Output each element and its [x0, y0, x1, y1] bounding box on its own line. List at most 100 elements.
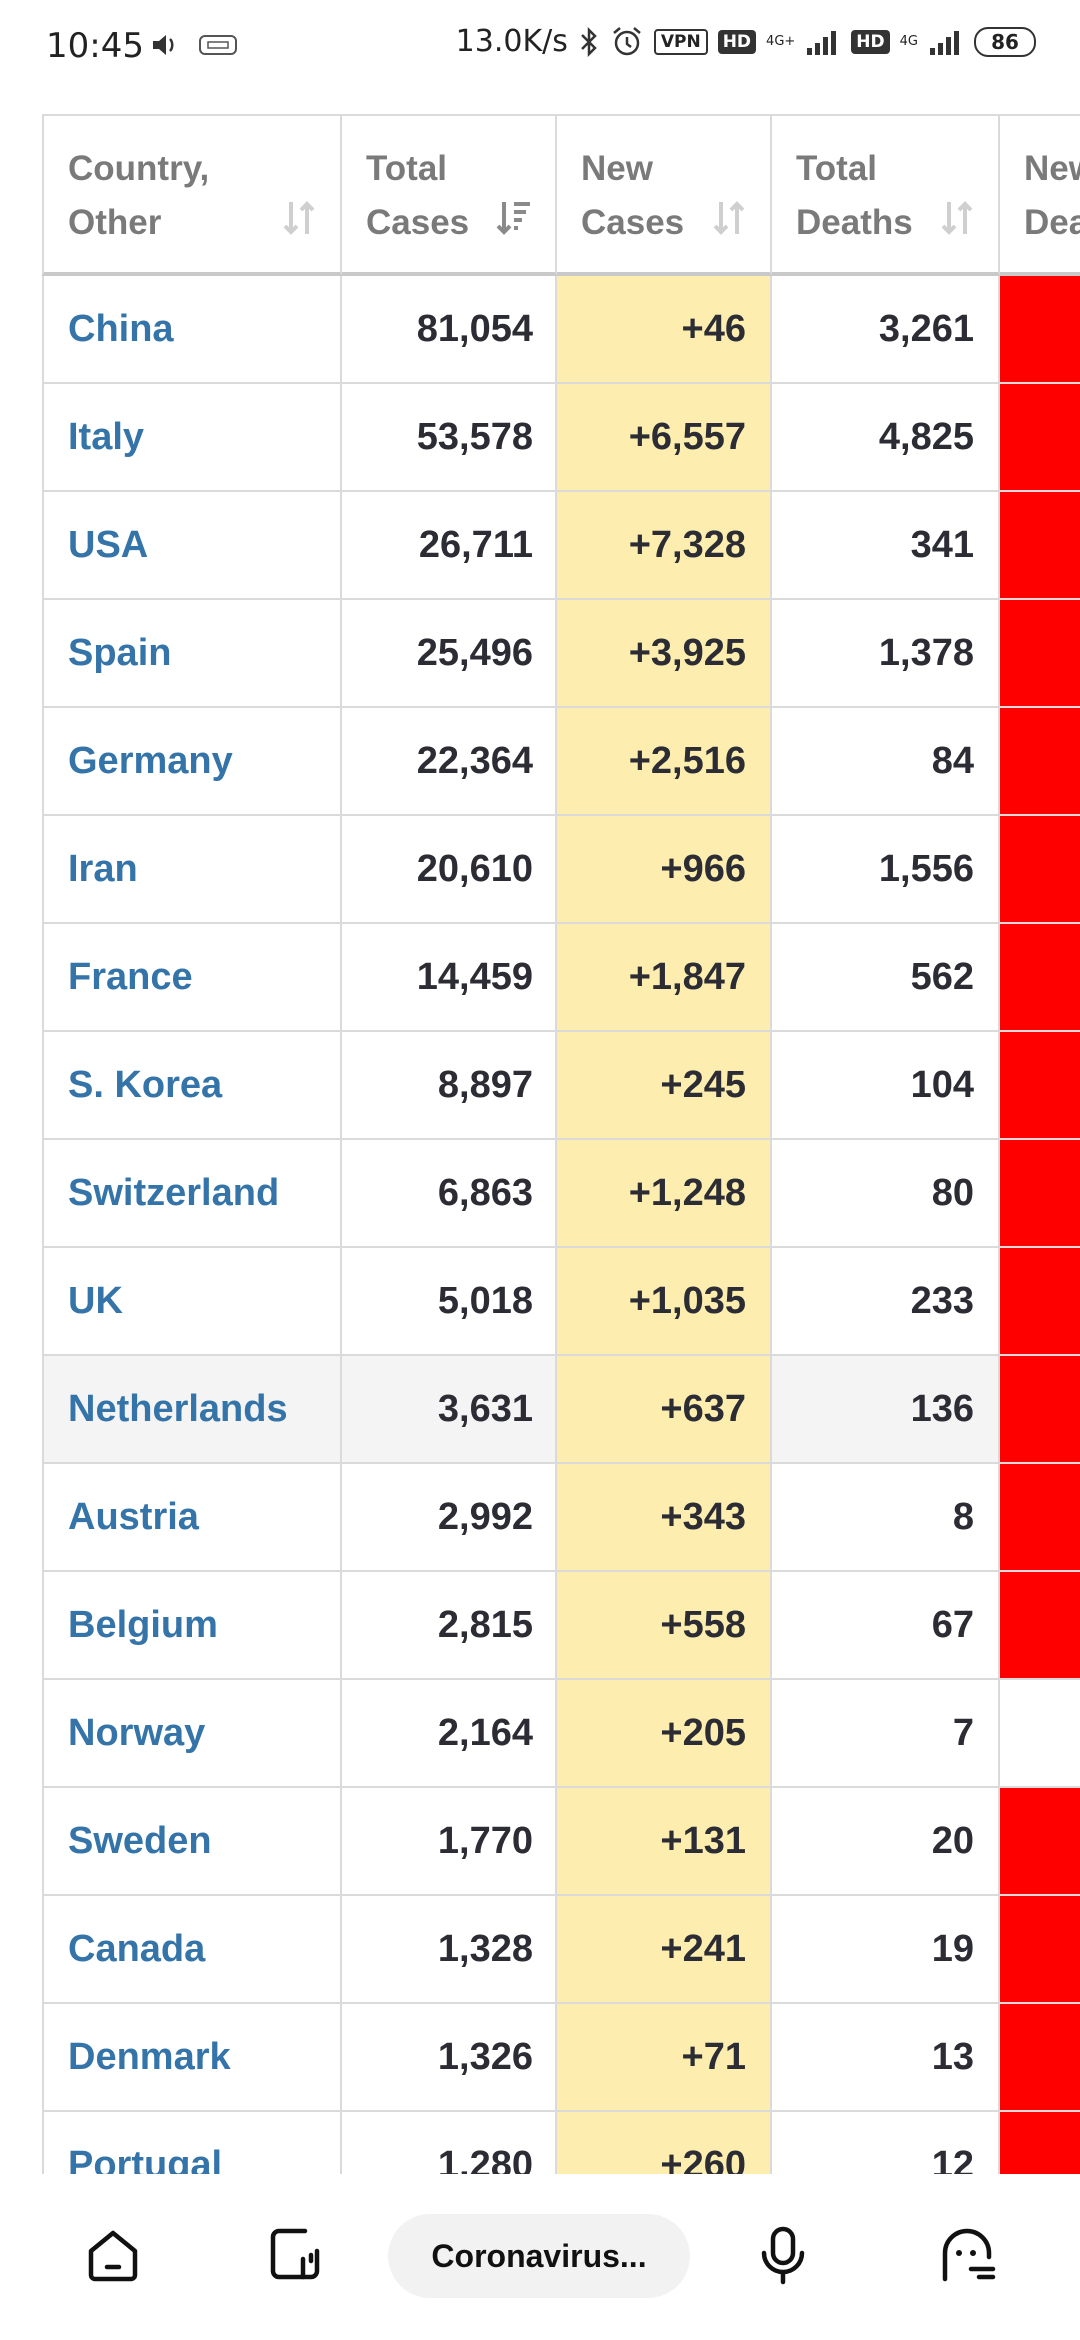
- new-cases-cell: +2,516: [557, 708, 772, 816]
- total-deaths-cell: 1,378: [772, 600, 1000, 708]
- new-deaths-cell: [1000, 1896, 1080, 2004]
- profile-button[interactable]: [932, 2220, 1002, 2290]
- network-speed: 13.0K/s: [455, 24, 568, 59]
- column-header-new-deaths[interactable]: New Deaths: [1000, 114, 1080, 276]
- total-deaths-cell: 67: [772, 1572, 1000, 1680]
- country-link[interactable]: Italy: [42, 384, 342, 492]
- volume-icon: [153, 35, 174, 55]
- total-deaths-cell: 8: [772, 1464, 1000, 1572]
- hd-badge: HD: [717, 29, 757, 54]
- new-cases-cell: +558: [557, 1572, 772, 1680]
- new-cases-cell: +71: [557, 2004, 772, 2112]
- table-row: Germany 22,364 +2,516 84: [42, 708, 1080, 816]
- country-link[interactable]: UK: [42, 1248, 342, 1356]
- status-bar: 10:45 13.0K/s VPN HD 4G+ HD 4G: [0, 0, 1080, 100]
- total-cases-cell: 5,018: [342, 1248, 557, 1356]
- new-cases-cell: +1,847: [557, 924, 772, 1032]
- total-deaths-cell: 4,825: [772, 384, 1000, 492]
- new-cases-cell: +966: [557, 816, 772, 924]
- total-cases-cell: 3,631: [342, 1356, 557, 1464]
- sort-icon[interactable]: [280, 198, 318, 238]
- table-row: Portugal 1,280 +260 12: [42, 2112, 1080, 2174]
- country-link[interactable]: Austria: [42, 1464, 342, 1572]
- column-header-country[interactable]: Country, Other: [42, 114, 342, 276]
- clock: 10:45: [46, 26, 144, 66]
- country-link[interactable]: France: [42, 924, 342, 1032]
- new-cases-cell: +131: [557, 1788, 772, 1896]
- table-row: Austria 2,992 +343 8: [42, 1464, 1080, 1572]
- country-link[interactable]: China: [42, 276, 342, 384]
- total-cases-cell: 8,897: [342, 1032, 557, 1140]
- sort-icon[interactable]: [938, 198, 976, 238]
- new-cases-cell: +1,035: [557, 1248, 772, 1356]
- table-row: Denmark 1,326 +71 13: [42, 2004, 1080, 2112]
- total-deaths-cell: 20: [772, 1788, 1000, 1896]
- country-link[interactable]: Netherlands: [42, 1356, 342, 1464]
- total-deaths-cell: 1,556: [772, 816, 1000, 924]
- home-icon: [88, 2230, 138, 2282]
- new-deaths-cell: [1000, 276, 1080, 384]
- table-row: UK 5,018 +1,035 233: [42, 1248, 1080, 1356]
- new-deaths-cell: [1000, 924, 1080, 1032]
- table-row: Switzerland 6,863 +1,248 80: [42, 1140, 1080, 1248]
- new-cases-cell: +245: [557, 1032, 772, 1140]
- country-link[interactable]: USA: [42, 492, 342, 600]
- total-cases-cell: 20,610: [342, 816, 557, 924]
- new-deaths-cell: [1000, 1788, 1080, 1896]
- table-row: China 81,054 +46 3,261: [42, 276, 1080, 384]
- country-link[interactable]: Norway: [42, 1680, 342, 1788]
- column-header-total-cases[interactable]: Total Cases: [342, 114, 557, 276]
- battery-indicator: 86: [974, 26, 1036, 57]
- total-deaths-cell: 7: [772, 1680, 1000, 1788]
- vpn-badge: VPN: [653, 28, 708, 55]
- signal-icon: [930, 30, 959, 55]
- column-header-new-cases[interactable]: New Cases: [557, 114, 772, 276]
- country-link[interactable]: Portugal: [42, 2112, 342, 2174]
- total-cases-cell: 22,364: [342, 708, 557, 816]
- total-cases-cell: 14,459: [342, 924, 557, 1032]
- new-cases-cell: +46: [557, 276, 772, 384]
- tabs-button[interactable]: [260, 2220, 330, 2290]
- profile-icon: [942, 2228, 996, 2282]
- sort-icon[interactable]: [710, 198, 748, 238]
- new-cases-cell: +1,248: [557, 1140, 772, 1248]
- total-deaths-cell: 136: [772, 1356, 1000, 1464]
- column-header-total-deaths[interactable]: Total Deaths: [772, 114, 1000, 276]
- new-cases-cell: +205: [557, 1680, 772, 1788]
- country-link[interactable]: Sweden: [42, 1788, 342, 1896]
- new-deaths-cell: [1000, 1140, 1080, 1248]
- new-cases-cell: +6,557: [557, 384, 772, 492]
- new-cases-cell: +260: [557, 2112, 772, 2174]
- country-link[interactable]: Canada: [42, 1896, 342, 2004]
- new-deaths-cell: [1000, 1572, 1080, 1680]
- network-type: 4G+: [766, 34, 796, 49]
- total-deaths-cell: 13: [772, 2004, 1000, 2112]
- total-cases-cell: 26,711: [342, 492, 557, 600]
- total-cases-cell: 1,280: [342, 2112, 557, 2174]
- country-link[interactable]: Switzerland: [42, 1140, 342, 1248]
- card-icon: [199, 35, 237, 55]
- total-cases-cell: 1,328: [342, 1896, 557, 2004]
- table-row: Sweden 1,770 +131 20: [42, 1788, 1080, 1896]
- country-link[interactable]: Belgium: [42, 1572, 342, 1680]
- sort-descending-icon[interactable]: [495, 198, 533, 238]
- new-deaths-cell: [1000, 2112, 1080, 2174]
- country-link[interactable]: S. Korea: [42, 1032, 342, 1140]
- new-deaths-cell: [1000, 492, 1080, 600]
- new-deaths-cell: [1000, 1356, 1080, 1464]
- voice-search-button[interactable]: [748, 2220, 818, 2290]
- table-row: Norway 2,164 +205 7: [42, 1680, 1080, 1788]
- address-search-pill[interactable]: Coronavirus...: [388, 2214, 690, 2298]
- total-deaths-cell: 104: [772, 1032, 1000, 1140]
- signal-icon: [807, 30, 837, 55]
- total-deaths-cell: 341: [772, 492, 1000, 600]
- table-header-row: Country, Other Total Cases New Cases Tot…: [42, 114, 1080, 276]
- new-cases-cell: +7,328: [557, 492, 772, 600]
- country-link[interactable]: Denmark: [42, 2004, 342, 2112]
- country-link[interactable]: Iran: [42, 816, 342, 924]
- country-link[interactable]: Spain: [42, 600, 342, 708]
- total-cases-cell: 1,326: [342, 2004, 557, 2112]
- coronavirus-table[interactable]: Country, Other Total Cases New Cases Tot…: [42, 114, 1080, 2174]
- country-link[interactable]: Germany: [42, 708, 342, 816]
- home-button[interactable]: [78, 2220, 148, 2290]
